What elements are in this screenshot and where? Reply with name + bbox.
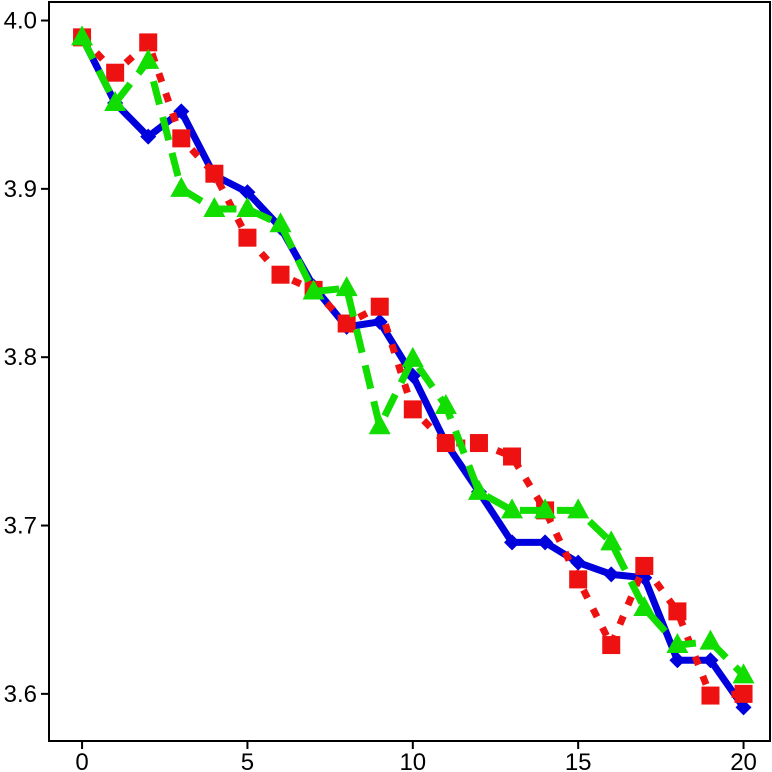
- data-point: [335, 276, 358, 297]
- y-tick-label: 4.0: [4, 8, 37, 35]
- data-point: [666, 633, 689, 654]
- y-tick-label: 3.6: [4, 681, 37, 708]
- data-point: [302, 279, 325, 300]
- data-point: [635, 556, 654, 575]
- x-tick-label: 5: [241, 749, 254, 772]
- series-3: [71, 25, 755, 684]
- data-point: [504, 534, 521, 551]
- data-point: [337, 314, 356, 333]
- data-point: [140, 128, 157, 145]
- data-point: [368, 414, 391, 435]
- data-point: [236, 197, 259, 218]
- data-point: [732, 663, 755, 684]
- data-point: [203, 197, 226, 218]
- data-point: [238, 228, 257, 247]
- series-line: [78, 35, 747, 678]
- data-point: [469, 434, 488, 453]
- y-tick-label: 3.8: [4, 344, 37, 371]
- data-point: [401, 346, 424, 367]
- data-point: [106, 63, 125, 82]
- data-point: [570, 554, 587, 571]
- data-point: [173, 103, 190, 120]
- data-point: [603, 566, 620, 583]
- data-point: [205, 164, 224, 183]
- data-point: [702, 652, 719, 669]
- data-point: [239, 184, 256, 201]
- data-point: [436, 434, 455, 453]
- plot-area-frame: [48, 1, 771, 742]
- data-point: [271, 265, 290, 284]
- x-tick-label: 0: [75, 749, 88, 772]
- data-point: [537, 534, 554, 551]
- data-point: [467, 479, 490, 500]
- data-point: [503, 447, 522, 466]
- data-point: [600, 530, 623, 551]
- data-point: [170, 176, 193, 197]
- data-point: [633, 596, 656, 617]
- data-point: [602, 636, 621, 655]
- data-point: [370, 297, 389, 316]
- data-point: [668, 602, 687, 621]
- x-tick-label: 20: [730, 749, 757, 772]
- y-axis: 3.6 3.7 3.8 3.9 4.0: [4, 8, 49, 708]
- data-point: [734, 684, 753, 703]
- y-tick-label: 3.7: [4, 513, 37, 540]
- x-tick-label: 15: [565, 749, 592, 772]
- data-point: [104, 91, 127, 112]
- x-axis: 0 5 10 15 20: [75, 741, 757, 772]
- data-point: [735, 699, 752, 716]
- y-tick-label: 3.9: [4, 176, 37, 203]
- data-point: [434, 394, 457, 415]
- data-point: [71, 25, 94, 46]
- series-layer: [71, 25, 755, 716]
- data-point: [137, 48, 160, 69]
- data-point: [501, 498, 524, 519]
- data-point: [669, 652, 686, 669]
- x-tick-label: 10: [399, 749, 426, 772]
- data-point: [699, 629, 722, 650]
- data-point: [567, 498, 590, 519]
- data-point: [569, 570, 588, 589]
- data-point: [701, 686, 720, 705]
- data-point: [139, 33, 158, 52]
- data-point: [534, 498, 557, 519]
- data-point: [172, 129, 191, 148]
- data-point: [269, 212, 292, 233]
- data-point: [403, 400, 422, 419]
